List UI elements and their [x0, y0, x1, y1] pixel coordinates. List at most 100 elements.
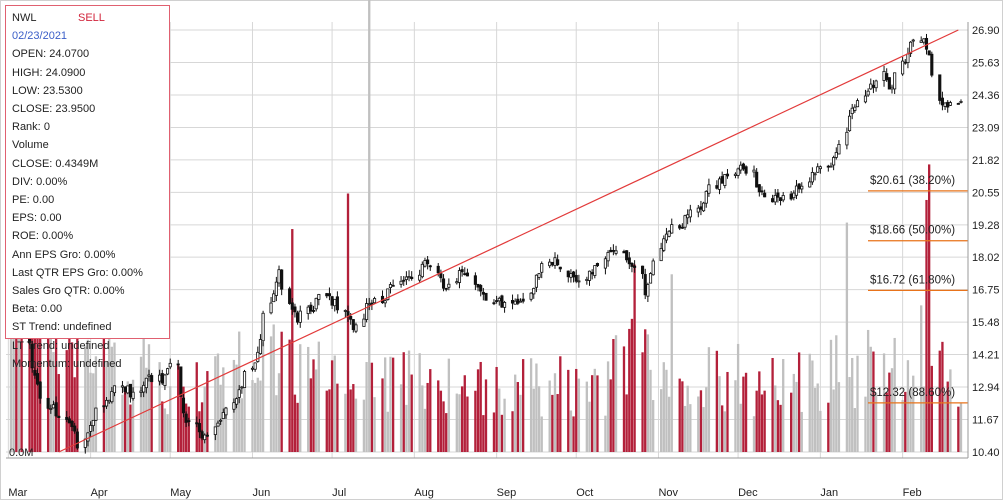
candle-body — [755, 171, 759, 188]
candle-body — [184, 413, 188, 423]
candle-body — [893, 72, 897, 90]
candle-body — [855, 100, 860, 108]
volume-bar — [930, 365, 933, 452]
candle-body — [606, 252, 610, 262]
candle-body — [792, 192, 796, 199]
candle-body — [890, 86, 894, 90]
candle-body — [367, 303, 371, 306]
candle-body — [388, 284, 393, 288]
volume-bar — [535, 363, 538, 452]
volume-bar — [529, 358, 533, 452]
candle-body — [333, 298, 337, 307]
candle-body — [680, 226, 684, 229]
volume-bar — [715, 350, 719, 452]
candle-body — [548, 261, 552, 267]
volume-bar — [177, 365, 180, 452]
info-row-value: 0.00% — [93, 285, 125, 298]
candle-body — [744, 166, 748, 174]
candle-body — [160, 373, 164, 384]
fib-level-label: $12.32 (88.60%) — [870, 387, 955, 399]
volume-bar — [336, 383, 339, 452]
candle-body — [166, 368, 170, 375]
candle-body — [540, 263, 544, 273]
volume-bar — [659, 389, 663, 452]
candle-body — [330, 296, 334, 306]
volume-bar — [519, 394, 522, 452]
volume-bar — [556, 394, 559, 452]
volume-bar — [670, 274, 673, 452]
price-candles — [9, 33, 963, 454]
volume-bar — [312, 359, 315, 452]
candle-body — [614, 250, 618, 254]
volume-bar — [641, 352, 644, 452]
candle-body — [460, 269, 464, 273]
volume-bar — [275, 395, 278, 452]
volume-bar — [277, 373, 281, 452]
candle-body — [436, 265, 440, 274]
candle-body — [789, 193, 793, 200]
volume-bar — [800, 411, 803, 452]
candle-body — [298, 310, 302, 323]
volume-bar — [352, 384, 355, 452]
volume-bar — [203, 386, 206, 452]
volume-bar — [912, 375, 915, 452]
info-row-value: undefined — [61, 339, 110, 352]
info-row-label: Volume — [12, 139, 49, 152]
volume-bar — [498, 388, 501, 452]
volume-bar — [410, 374, 413, 452]
volume-bar — [782, 359, 785, 452]
volume-bar — [384, 357, 387, 452]
info-row-value: 24.0700 — [49, 48, 90, 61]
candle-body — [906, 53, 910, 63]
candle-body — [479, 285, 483, 292]
volume-bar — [904, 391, 907, 452]
candle-body — [370, 302, 374, 305]
candle-body — [200, 431, 204, 439]
candle-body — [723, 174, 727, 186]
volume-bar — [200, 402, 204, 452]
candle-body — [277, 269, 281, 284]
candle-body — [213, 426, 217, 435]
price-tick-label: 14.21 — [972, 350, 1000, 362]
candle-body — [234, 398, 239, 405]
candle-body — [869, 83, 873, 90]
volume-bar — [466, 396, 469, 452]
volume-bar — [726, 371, 729, 452]
price-tick-label: 24.36 — [972, 90, 1000, 102]
volume-bar — [421, 385, 424, 452]
candle-body — [309, 304, 313, 312]
volume-bar — [705, 387, 708, 452]
volume-bar — [426, 382, 429, 452]
candle-body — [495, 300, 499, 302]
candle-body — [704, 190, 708, 204]
candle-body — [349, 315, 353, 320]
candle-body — [776, 192, 780, 198]
volume-bar — [184, 403, 188, 452]
volume-bar — [458, 394, 461, 452]
month-tick-label: Apr — [91, 487, 108, 499]
volume-bar — [158, 362, 161, 452]
volume-bar — [57, 374, 60, 452]
candle-body — [651, 260, 655, 276]
candle-body — [529, 292, 533, 300]
candle-body — [707, 184, 711, 194]
volume-bar — [551, 394, 554, 452]
volume-bar — [758, 371, 761, 452]
candle-body — [646, 284, 650, 297]
info-row-label: OPEN: — [12, 48, 47, 61]
candle-body — [924, 37, 929, 50]
info-row: Volume — [12, 136, 169, 154]
candle-body — [311, 310, 316, 312]
volume-bar — [330, 360, 334, 452]
volume-bar — [317, 341, 320, 452]
volume-bar — [744, 372, 748, 452]
candle-body — [874, 80, 878, 89]
volume-bar — [288, 339, 291, 452]
fib-level-label: $16.72 (61.80%) — [870, 274, 955, 286]
info-row-label: CLOSE: — [12, 157, 53, 170]
info-row-value: 24.0900 — [45, 66, 86, 79]
candle-body — [513, 300, 517, 305]
candle-body — [75, 431, 79, 449]
candle-body — [242, 371, 247, 388]
candle-body — [566, 270, 570, 278]
